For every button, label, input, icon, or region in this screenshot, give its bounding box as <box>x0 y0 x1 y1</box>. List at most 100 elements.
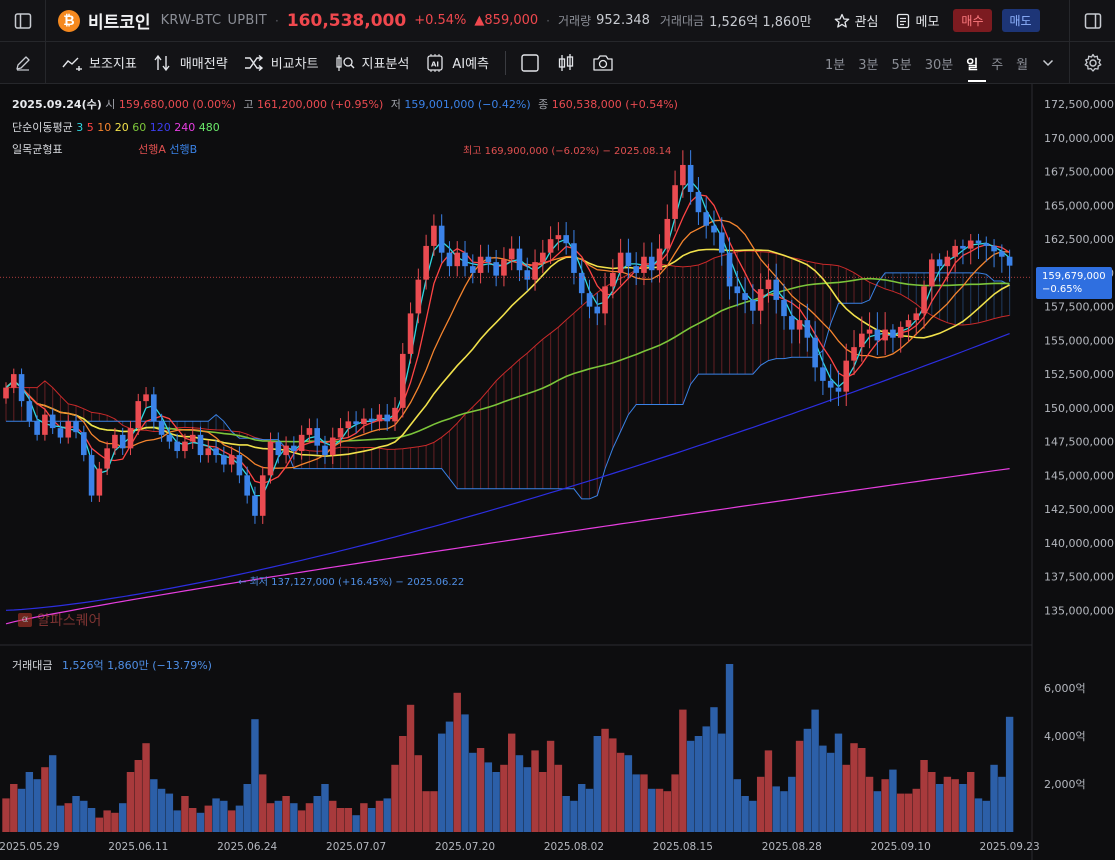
volume-bar <box>414 755 423 832</box>
volume-bar <box>469 752 477 832</box>
chart-type-button[interactable] <box>556 53 576 73</box>
ichimoku-legend: 일목균형표 선행A 선행B <box>12 141 197 157</box>
right-panel-toggle-button[interactable] <box>1069 0 1115 42</box>
indicator-icon <box>62 57 82 71</box>
current-price-tag-value: 159,679,000 <box>1042 271 1106 282</box>
candle-body <box>73 421 79 433</box>
sidebar-toggle-button[interactable] <box>0 0 46 42</box>
volume-bar <box>616 752 625 832</box>
y-axis-tick-label: 157,500,000 <box>1044 301 1114 314</box>
volume-bar <box>842 764 850 832</box>
candle-body <box>236 455 243 476</box>
candle-body <box>127 428 134 449</box>
compare-label: 비교차트 <box>270 57 319 72</box>
toolbar-divider <box>505 50 507 75</box>
volume-bar <box>632 774 640 832</box>
candle-body <box>174 441 180 452</box>
timeframe-day[interactable]: 일 <box>966 57 979 73</box>
volume-bar <box>484 762 493 832</box>
candle-body <box>392 407 398 422</box>
volume-bar <box>889 769 897 832</box>
volume-bar <box>290 803 298 832</box>
watch-button[interactable]: 관심 <box>834 11 878 30</box>
bitcoin-icon: ₿ <box>58 9 80 32</box>
candle-body <box>213 448 219 456</box>
candle-body <box>470 266 476 273</box>
candle-body <box>112 434 118 449</box>
candle-body <box>680 164 686 186</box>
volume-bar <box>648 788 656 832</box>
settings-button[interactable] <box>1069 42 1115 84</box>
active-timeframe-underline <box>968 80 986 82</box>
strategy-button[interactable]: 매매전략 <box>153 53 228 72</box>
buy-button[interactable]: 매수 <box>953 9 992 32</box>
candle-body <box>820 367 826 381</box>
sma-period-3: 3 <box>76 121 84 134</box>
analysis-button[interactable]: 지표분석 <box>335 53 409 72</box>
drawing-tool-button[interactable] <box>0 41 46 84</box>
volume-axis-tick-label: 2,000억 <box>1044 778 1086 791</box>
timeframe-30m[interactable]: 30분 <box>924 57 954 73</box>
volume-bar <box>959 784 967 832</box>
sma-period-480: 480 <box>198 121 220 134</box>
volume-bar <box>227 810 236 832</box>
candle-body <box>695 191 702 213</box>
volume-bar <box>780 791 788 832</box>
candle-body <box>151 394 157 422</box>
volume-bar <box>967 772 975 832</box>
volume-bar <box>220 800 228 832</box>
volume-bar <box>998 776 1006 832</box>
high-value: 161,200,000 (+0.95%) <box>257 98 384 111</box>
x-axis-tick-label: 2025.05.29 <box>0 841 59 853</box>
ai-predict-button[interactable]: AI AI예측 <box>425 53 489 73</box>
candle-body <box>259 475 266 516</box>
volume-bar <box>803 728 812 832</box>
timeframe-month[interactable]: 월 <box>1016 57 1029 73</box>
volume-bar <box>671 774 679 832</box>
compare-button[interactable]: 비교차트 <box>244 53 319 72</box>
candle-body <box>929 259 935 287</box>
x-axis-tick-label: 2025.06.11 <box>108 841 168 853</box>
volume-bar <box>578 784 586 832</box>
candle-body <box>158 421 165 435</box>
y-axis-tick-label: 142,500,000 <box>1044 503 1114 516</box>
y-axis-tick-label: 167,500,000 <box>1044 166 1114 179</box>
screenshot-button[interactable] <box>592 54 614 72</box>
sell-button[interactable]: 매도 <box>1001 9 1040 32</box>
volume-bar <box>336 808 345 832</box>
x-axis-tick-label: 2025.08.28 <box>762 841 822 853</box>
chevron-down-icon[interactable] <box>1042 59 1054 67</box>
candle-body <box>960 245 966 249</box>
candle-body <box>345 421 352 429</box>
volume-bar <box>585 788 594 832</box>
candle-body <box>376 414 383 422</box>
timeframe-1m[interactable]: 1분 <box>825 57 846 73</box>
price-chart[interactable]: 172,500,000 170,000,000 167,500,000 165,000… <box>0 84 1115 860</box>
volume-axis-tick-label: 4,000억 <box>1044 730 1086 743</box>
candle-icon <box>558 53 574 71</box>
ichimoku-label: 일목균형표 <box>12 143 63 156</box>
indicators-button[interactable]: 보조지표 <box>62 53 137 72</box>
close-value: 160,538,000 (+0.54%) <box>551 98 678 111</box>
timeframe-week[interactable]: 주 <box>991 57 1004 73</box>
volume-bar <box>367 808 376 832</box>
volume-bar <box>134 760 142 832</box>
layout-button[interactable] <box>520 53 540 73</box>
candle-body <box>322 445 328 456</box>
sma-period-20: 20 <box>114 121 129 134</box>
candle-body <box>773 279 780 300</box>
gear-icon <box>1084 53 1101 72</box>
memo-button[interactable]: 메모 <box>896 11 939 30</box>
x-axis-tick-label: 2025.09.10 <box>871 841 931 853</box>
open-value: 159,680,000 (0.00%) <box>118 98 236 111</box>
y-axis-tick-label: 170,000,000 <box>1044 132 1114 145</box>
timeframe-5m[interactable]: 5분 <box>891 57 912 73</box>
volume-bar <box>157 788 166 832</box>
volume-axis-tick-label: 6,000억 <box>1044 682 1086 695</box>
timeframe-3m[interactable]: 3분 <box>858 57 879 73</box>
candle-body <box>578 272 585 294</box>
sma-period-240: 240 <box>174 121 196 134</box>
current-price: 160,538,000 <box>286 10 407 31</box>
volume-bar <box>461 714 469 832</box>
candle-body <box>26 401 33 422</box>
